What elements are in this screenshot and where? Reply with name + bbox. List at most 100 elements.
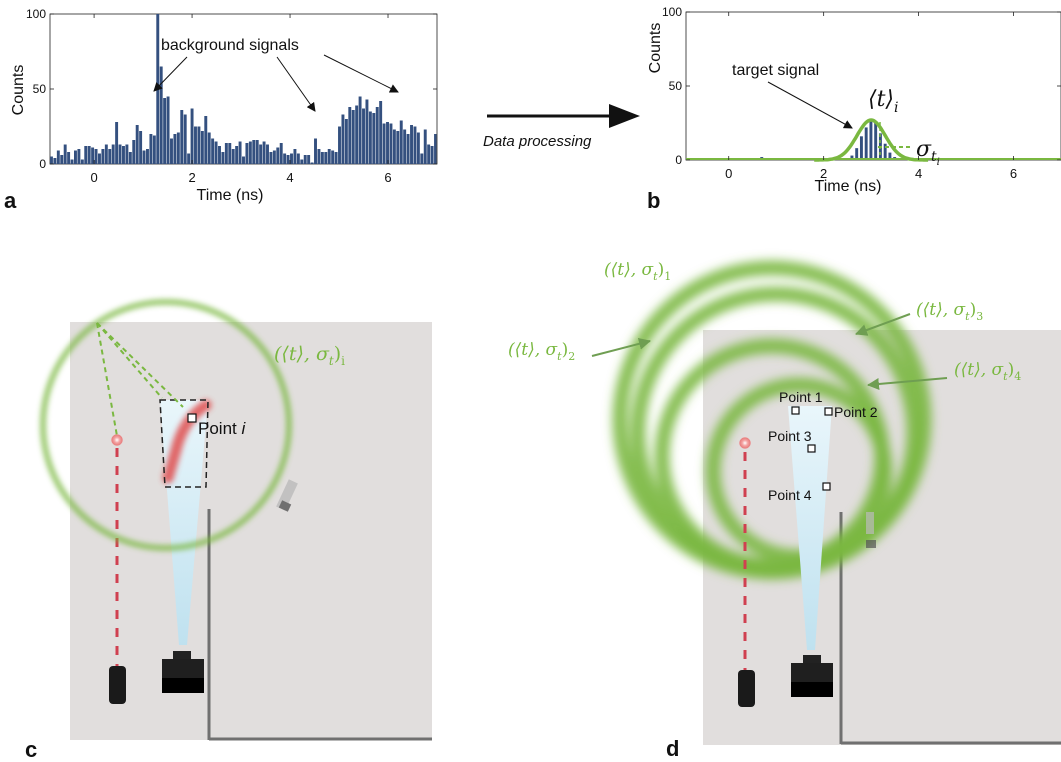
panel-a-bar [269, 152, 273, 164]
panel-d-label-arrow-2 [591, 337, 651, 357]
panel-a-bar [183, 114, 187, 164]
panel-a-bar [111, 144, 115, 164]
panel-a-label: a [4, 188, 17, 213]
panel-d-label-3-main: (⟨t⟩, σ [916, 300, 966, 320]
panel-a-bar [303, 155, 307, 164]
panel-a-bar [146, 149, 149, 164]
panel-b-sigma-subsub: i [937, 157, 940, 168]
panel-c-ellipse-label: (⟨t⟩, σt)i [274, 343, 345, 368]
panel-b-bar [859, 136, 863, 160]
panel-c-side-object [276, 479, 298, 512]
panel-d-label-3-sub: t [965, 310, 970, 323]
panel-b-xlabel: Time (ns) [815, 178, 882, 195]
panel-a-bar [176, 132, 180, 164]
panel-a-bar [245, 143, 249, 164]
panel-a-bar [173, 134, 177, 164]
processing-arrow-caption: Data processing [483, 133, 592, 150]
panel-a-bar [365, 99, 369, 164]
panel-a-bar [434, 134, 437, 164]
panel-a-bar [194, 126, 197, 164]
panel-c: Point i (⟨t⟩, σt)i c [25, 299, 432, 762]
panel-d-side-object [866, 512, 876, 548]
panel-d-label-2-index: 2 [568, 350, 575, 363]
panel-b-xtick-label: 0 [725, 166, 732, 181]
panel-d-point-1-label: Point 1 [779, 389, 823, 405]
panel-c-label-main: (⟨t⟩, σ [274, 343, 330, 365]
panel-b-sigma-text: σ [916, 137, 932, 162]
panel-d-label-4-sub: t [1003, 370, 1008, 383]
panel-a-bar [214, 141, 218, 164]
panel-a-bar [331, 150, 335, 164]
panel-a-bar [324, 152, 328, 164]
panel-a-histogram [50, 14, 437, 164]
panel-b-annotation-arrow [767, 81, 853, 129]
panel-d-label-1-sub: t [653, 270, 658, 283]
panel-b-ytick-label: 100 [662, 5, 682, 19]
panel-d-label-4-index: 4 [1014, 370, 1021, 383]
panel-a-bar [266, 144, 269, 164]
panel-a-bar [344, 119, 348, 164]
panel-a-bar [362, 108, 365, 164]
panel-a-bar [228, 143, 232, 164]
panel-d-ellipse-4 [705, 377, 893, 565]
panel-a-bar [327, 149, 331, 164]
panel-a-bar [355, 105, 359, 164]
panel-a-bar [416, 132, 420, 164]
panel-a-bar [56, 150, 60, 164]
panel-a-bar [314, 138, 317, 164]
panel-c-ellipse [40, 299, 292, 551]
panel-a-bar [60, 155, 64, 164]
panel-b-xtick-label: 4 [915, 166, 922, 181]
panel-d-label-4-close: ) [1008, 360, 1015, 380]
panel-c-path-line [96, 322, 163, 399]
panel-a-bar [252, 140, 256, 164]
panel-a-bar [139, 131, 143, 164]
panel-a-bar [307, 155, 311, 164]
panel-a-bar [358, 96, 362, 164]
panel-b-xtick-label: 2 [820, 166, 827, 181]
panel-a-annotation-arrow [276, 56, 316, 112]
panel-d-point-3-marker [807, 444, 816, 453]
panel-c-point-index: i [241, 419, 246, 438]
panel-d-label: d [666, 736, 679, 761]
panel-a-bar [262, 141, 266, 164]
panel-d-label-2-close: ) [562, 340, 569, 360]
panel-a-xtick-label: 4 [286, 170, 293, 185]
panel-c-point-text: Point [198, 419, 241, 438]
panel-a-bar [211, 138, 215, 164]
panel-a-bar [235, 146, 239, 164]
panel-d-label-1-main: (⟨t⟩, σ [604, 260, 654, 280]
panel-a-bar [152, 135, 156, 164]
panel-a-bar [403, 129, 407, 164]
panel-a-bar [50, 156, 53, 164]
panel-c-fov-box [159, 399, 209, 488]
panel-a-annotation-arrow [323, 54, 399, 93]
panel-b-bar [855, 148, 859, 160]
panel-a-bar [221, 152, 225, 164]
panel-a-bar [91, 147, 95, 164]
panel-a-bar [338, 126, 341, 164]
panel-b-mean-sub: i [894, 100, 898, 116]
panel-a-xtick-label: 2 [188, 170, 195, 185]
panel-d-label-1-close: ) [658, 260, 665, 280]
panel-a-bar [348, 107, 352, 164]
panel-a-bar [98, 153, 101, 164]
panel-a-bar [156, 14, 160, 164]
panel-a-bar [122, 146, 125, 164]
panel-d-laser [738, 670, 755, 707]
panel-a-ylabel: Counts [10, 65, 27, 116]
panel-a-annotation: background signals [161, 37, 299, 54]
panel-d-label-3-close: ) [970, 300, 977, 320]
processing-arrow: Data processing [483, 104, 640, 150]
panel-a-bar [149, 134, 153, 164]
panel-d-point-3-label: Point 3 [768, 428, 812, 444]
panel-b-sigma-label: σti [916, 137, 940, 168]
panel-c-hidden-object [162, 399, 212, 484]
panel-d-ellipse-3-label: (⟨t⟩, σt)3 [916, 300, 983, 323]
panel-a-bar [379, 101, 383, 164]
panel-d-label-1-index: 1 [664, 270, 671, 283]
panel-d-label-arrow-4 [867, 377, 948, 391]
panel-a-bar [200, 131, 204, 164]
panel-a-bar [293, 149, 297, 164]
